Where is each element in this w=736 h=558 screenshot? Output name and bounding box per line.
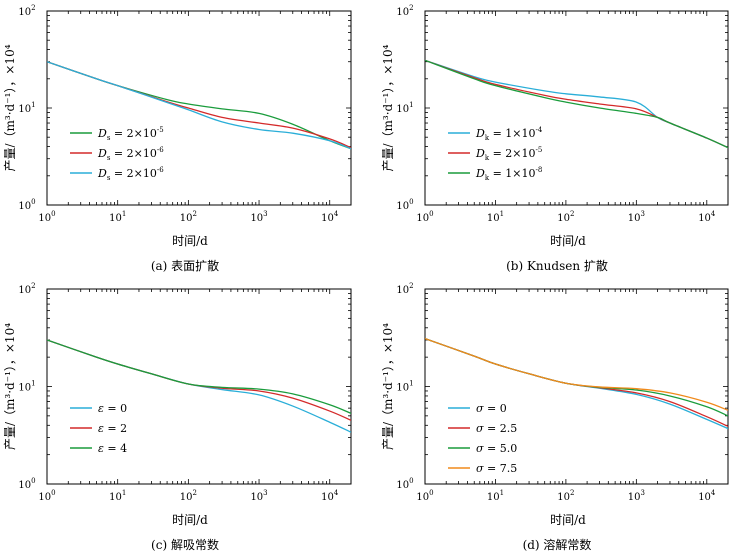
x-axis-label: 时间/d — [172, 234, 208, 248]
y-tick-label: 100 — [18, 477, 35, 491]
x-axis-label: 时间/d — [172, 513, 208, 527]
chart-caption: (a) 表面扩散 — [151, 258, 219, 273]
series-line-3 — [47, 339, 351, 414]
x-tick-label: 103 — [628, 210, 645, 224]
x-axis-label: 时间/d — [550, 234, 586, 248]
y-tick-label: 100 — [396, 477, 413, 491]
series-line-3 — [425, 337, 728, 417]
y-tick-label: 102 — [396, 4, 413, 18]
x-tick-label: 102 — [557, 489, 574, 503]
legend-label: σ = 5.0 — [476, 442, 517, 455]
y-tick-label: 102 — [18, 4, 35, 18]
legend-label: Dk = 2×10-5 — [475, 146, 542, 162]
x-tick-label: 101 — [487, 489, 504, 503]
legend-label: ε = 4 — [98, 442, 127, 455]
series-line-4 — [425, 337, 728, 411]
legend-label: σ = 0 — [476, 402, 507, 415]
y-tick-label: 100 — [396, 198, 413, 212]
x-tick-label: 104 — [698, 210, 716, 224]
y-axis-label: 产量/（m³·d⁻¹），×10⁴ — [381, 323, 395, 450]
x-tick-label: 100 — [38, 489, 55, 503]
plot-frame — [424, 288, 729, 485]
chart-panel-b: 100 101 102 103 104 100 101 102 时间/d 产量/（m³·d⁻¹），… — [381, 4, 729, 273]
chart-panel-a: 100 101 102 103 104 100 101 102 时间/d 产量/（m³·d⁻¹），… — [3, 4, 352, 273]
x-tick-label: 103 — [250, 210, 267, 224]
y-tick-label: 102 — [396, 282, 413, 296]
y-tick-label: 100 — [18, 198, 35, 212]
series-line-3 — [47, 61, 351, 150]
x-tick-label: 104 — [321, 489, 339, 503]
x-tick-label: 104 — [321, 210, 339, 224]
x-tick-label: 102 — [180, 489, 197, 503]
x-tick-label: 100 — [416, 210, 433, 224]
legend-label: ε = 2 — [98, 422, 127, 435]
y-axis-label: 产量/（m³·d⁻¹），×10⁴ — [3, 323, 17, 450]
chart-panel-d: 100 101 102 103 104 100 101 102 时间/d 产量/（m³·d⁻¹），… — [381, 282, 729, 552]
legend-label: Ds = 2×10-5 — [97, 126, 164, 142]
chart-caption: (d) 溶解常数 — [523, 537, 592, 552]
legend-label: Ds = 2×10-6 — [97, 146, 164, 162]
y-tick-label: 101 — [18, 101, 35, 115]
y-tick-label: 101 — [396, 101, 413, 115]
x-tick-label: 103 — [250, 489, 267, 503]
plot-frame — [424, 10, 729, 206]
chart-caption: (c) 解吸常数 — [151, 537, 219, 552]
legend-label: Dk = 1×10-8 — [475, 166, 542, 182]
legend-label: ε = 0 — [98, 402, 127, 415]
legend-label: σ = 7.5 — [476, 462, 517, 475]
plot-frame — [46, 10, 352, 206]
legend-label: Ds = 2×10-6 — [97, 166, 164, 182]
series-line-3 — [425, 59, 728, 149]
x-tick-label: 102 — [557, 210, 574, 224]
x-tick-label: 104 — [698, 489, 716, 503]
legend-label: σ = 2.5 — [476, 422, 517, 435]
x-tick-label: 101 — [487, 210, 504, 224]
y-axis-label: 产量/（m³·d⁻¹），×10⁴ — [3, 44, 17, 171]
series-line-1 — [425, 337, 728, 430]
y-tick-label: 102 — [18, 282, 35, 296]
y-tick-label: 101 — [18, 380, 35, 394]
x-tick-label: 100 — [416, 489, 433, 503]
x-tick-label: 103 — [628, 489, 645, 503]
series-line-2 — [47, 339, 351, 421]
x-tick-label: 100 — [38, 210, 55, 224]
y-tick-label: 101 — [396, 380, 413, 394]
legend-label: Dk = 1×10-4 — [475, 126, 543, 142]
y-axis-label: 产量/（m³·d⁻¹），×10⁴ — [381, 44, 395, 171]
series-line-2 — [425, 337, 728, 427]
x-tick-label: 101 — [109, 210, 126, 224]
x-tick-label: 102 — [180, 210, 197, 224]
x-axis-label: 时间/d — [550, 513, 586, 527]
x-tick-label: 101 — [109, 489, 126, 503]
chart-panel-c: 100 101 102 103 104 100 101 102 时间/d 产量/（m³·d⁻¹），… — [3, 282, 352, 552]
chart-caption: (b) Knudsen 扩散 — [506, 258, 608, 273]
